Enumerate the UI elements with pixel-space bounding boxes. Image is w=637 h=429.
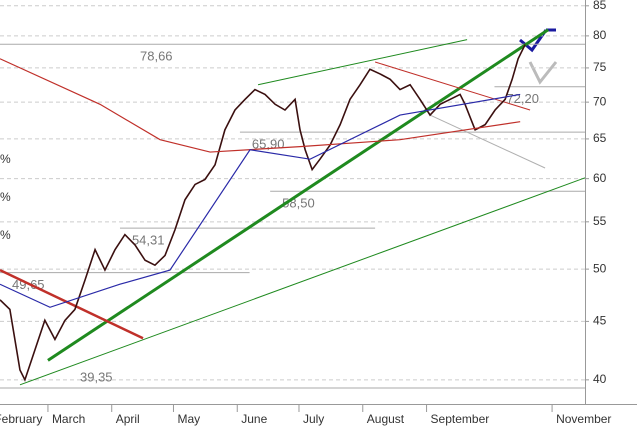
y-tick-label: 55 — [593, 214, 607, 228]
series-line — [0, 44, 526, 382]
projection-down — [528, 61, 558, 85]
y-tick-label: 50 — [593, 261, 607, 275]
y-tick-label: 45 — [593, 314, 607, 328]
trendline — [47, 28, 549, 362]
left-label: % — [0, 228, 11, 242]
level-label: 54,31 — [132, 233, 165, 248]
level-label: 39,35 — [80, 369, 113, 384]
x-tick-label: June — [241, 412, 267, 426]
y-tick-label: 85 — [593, 0, 607, 12]
projection-up — [519, 29, 548, 53]
left-label: % — [0, 152, 11, 166]
y-tick-label: 60 — [593, 171, 607, 185]
x-tick-label: April — [116, 412, 140, 426]
x-tick-label: February — [0, 412, 42, 426]
trendline — [0, 268, 144, 340]
left-label: % — [0, 190, 11, 204]
y-tick-label: 80 — [593, 28, 607, 42]
level-label: 78,66 — [140, 49, 173, 64]
y-tick-label: 65 — [593, 131, 607, 145]
y-tick-label: 70 — [593, 94, 607, 108]
y-tick-label: 40 — [593, 372, 607, 386]
x-tick-label: March — [52, 412, 85, 426]
x-tick-label: September — [431, 412, 490, 426]
trendline — [19, 177, 586, 386]
x-tick-label: May — [177, 412, 200, 426]
trendline — [257, 39, 468, 86]
trendline — [429, 114, 546, 169]
x-tick-label: November — [556, 412, 611, 426]
series-line — [0, 58, 521, 153]
x-tick-label: July — [303, 412, 324, 426]
trendline — [374, 61, 531, 111]
x-tick-label: August — [367, 412, 405, 426]
series-line — [0, 93, 521, 308]
y-tick-label: 75 — [593, 60, 607, 74]
